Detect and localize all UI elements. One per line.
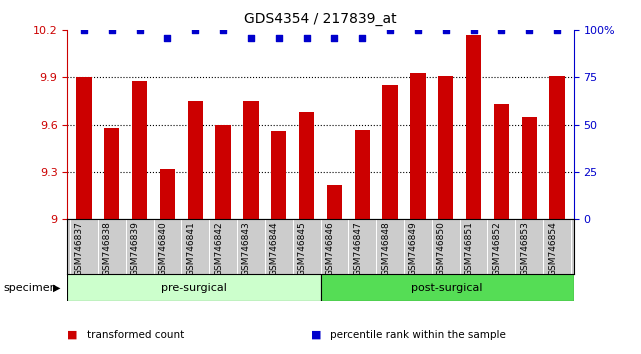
Point: [413, 27, 423, 33]
Bar: [76, 78, 92, 219]
Text: GSM746837: GSM746837: [75, 221, 84, 276]
Point: [469, 27, 479, 33]
Text: GSM746853: GSM746853: [520, 221, 529, 276]
Point: [246, 35, 256, 40]
Text: ▶: ▶: [53, 282, 60, 293]
Point: [106, 27, 117, 33]
Bar: [244, 101, 258, 219]
Bar: [271, 131, 287, 219]
Bar: [549, 76, 565, 219]
Text: GSM746854: GSM746854: [548, 221, 557, 276]
Title: GDS4354 / 217839_at: GDS4354 / 217839_at: [244, 12, 397, 26]
Text: ■: ■: [311, 330, 321, 339]
Bar: [132, 81, 147, 219]
Bar: [327, 185, 342, 219]
Bar: [410, 73, 426, 219]
Point: [162, 35, 172, 40]
Text: GSM746845: GSM746845: [297, 221, 306, 276]
Text: percentile rank within the sample: percentile rank within the sample: [330, 330, 506, 339]
Text: pre-surgical: pre-surgical: [161, 282, 227, 293]
Bar: [215, 125, 231, 219]
Text: GSM746849: GSM746849: [409, 221, 418, 276]
Text: GSM746842: GSM746842: [214, 221, 223, 276]
Point: [301, 35, 312, 40]
Bar: [320, 274, 574, 301]
Text: GSM746851: GSM746851: [465, 221, 474, 276]
Point: [79, 27, 89, 33]
Text: GSM746841: GSM746841: [187, 221, 196, 276]
Text: GSM746846: GSM746846: [326, 221, 335, 276]
Bar: [299, 112, 314, 219]
Bar: [438, 76, 453, 219]
Bar: [522, 117, 537, 219]
Text: GSM746847: GSM746847: [353, 221, 362, 276]
Text: GSM746839: GSM746839: [131, 221, 140, 276]
Text: specimen: specimen: [3, 282, 57, 293]
Point: [552, 27, 562, 33]
Text: GSM746840: GSM746840: [158, 221, 167, 276]
Point: [357, 35, 367, 40]
Point: [329, 35, 340, 40]
Bar: [160, 169, 175, 219]
Bar: [354, 130, 370, 219]
Point: [440, 27, 451, 33]
Point: [218, 27, 228, 33]
Bar: [383, 85, 397, 219]
Point: [496, 27, 506, 33]
Text: GSM746848: GSM746848: [381, 221, 390, 276]
Bar: [188, 101, 203, 219]
Point: [385, 27, 395, 33]
Text: GSM746852: GSM746852: [492, 221, 501, 276]
Text: post-surgical: post-surgical: [412, 282, 483, 293]
Bar: [466, 35, 481, 219]
Point: [135, 27, 145, 33]
Point: [274, 35, 284, 40]
Bar: [67, 274, 320, 301]
Text: transformed count: transformed count: [87, 330, 184, 339]
Bar: [494, 104, 509, 219]
Text: GSM746850: GSM746850: [437, 221, 445, 276]
Text: GSM746844: GSM746844: [270, 221, 279, 276]
Bar: [104, 128, 119, 219]
Text: ■: ■: [67, 330, 78, 339]
Text: GSM746843: GSM746843: [242, 221, 251, 276]
Point: [524, 27, 535, 33]
Text: GSM746838: GSM746838: [103, 221, 112, 276]
Point: [190, 27, 201, 33]
